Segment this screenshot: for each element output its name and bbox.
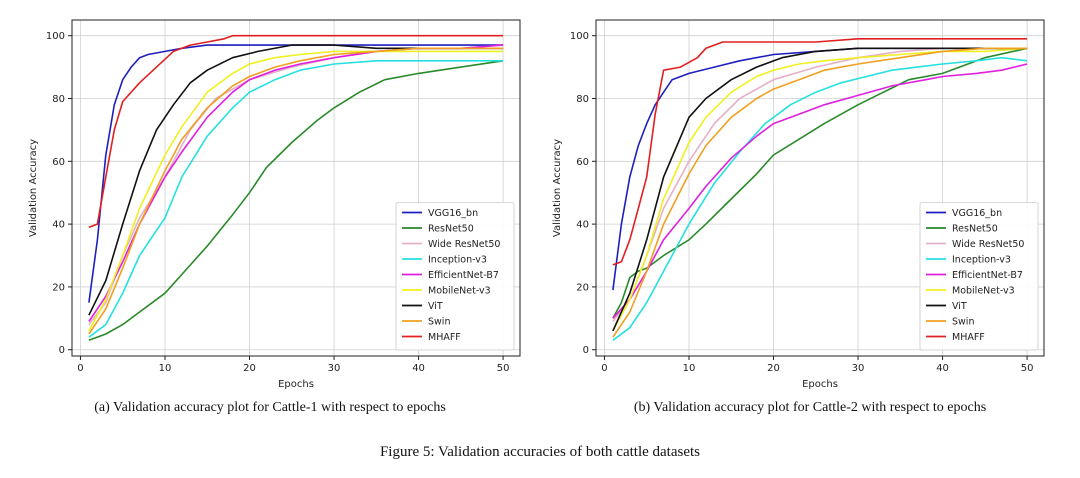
legend-label: EfficientNet-B7 (952, 270, 1023, 281)
x-axis-label: Epochs (802, 379, 838, 390)
x-tick-label: 30 (328, 363, 341, 374)
y-tick-label: 0 (59, 345, 65, 356)
legend-label: ViT (952, 301, 967, 312)
legend-label: Wide ResNet50 (428, 239, 500, 250)
y-tick-label: 0 (583, 345, 589, 356)
x-tick-label: 10 (683, 363, 696, 374)
x-tick-label: 40 (412, 363, 425, 374)
y-tick-label: 40 (576, 220, 589, 231)
series-line-mobilenet-v3 (612, 47, 1028, 332)
series-line-mhaff (88, 34, 504, 229)
legend-box (395, 202, 515, 351)
x-tick-label: 20 (243, 363, 256, 374)
legend-label: VGG16_bn (952, 208, 1002, 219)
chart-panel-cattle-2: 0 10 20 30 40 50 0 20 40 60 80 100 Epochs Validation … (540, 0, 1080, 400)
caption-cattle-2: (b) Validation accuracy plot for Cattle-… (633, 400, 987, 415)
legend-label: MobileNet-v3 (952, 286, 1015, 297)
legend-label: Swin (428, 317, 450, 328)
figure-caption: Figure 5: Validation accuracies of both … (379, 444, 701, 460)
x-tick-label: 30 (852, 363, 865, 374)
x-tick-label: 50 (497, 363, 510, 374)
x-tick-label: 20 (767, 363, 780, 374)
series-line-resnet50 (88, 60, 504, 342)
x-tick-label: 0 (601, 363, 607, 374)
legend-label: ResNet50 (428, 224, 474, 235)
legend-label: Wide ResNet50 (952, 239, 1024, 250)
legend-label: MHAFF (428, 332, 461, 343)
chart-panel-cattle-1: 0 10 20 30 40 50 0 20 40 60 80 100 Epochs Validation … (0, 0, 540, 400)
plot-frame (595, 19, 1045, 357)
x-axis-label: Epochs (278, 379, 314, 390)
legend-label: Inception-v3 (952, 255, 1011, 266)
legend-label: Inception-v3 (428, 255, 487, 266)
y-tick-label: 20 (52, 282, 65, 293)
plot-frame (71, 19, 521, 357)
y-tick-label: 60 (52, 157, 65, 168)
y-tick-label: 60 (576, 157, 589, 168)
legend-label: VGG16_bn (428, 208, 478, 219)
legend-box (919, 202, 1039, 351)
chart-cattle-1: 0 10 20 30 40 50 0 20 40 60 80 100 Epochs Validation … (28, 19, 521, 390)
x-tick-label: 50 (1021, 363, 1034, 374)
series-line-resnet50 (612, 47, 1028, 319)
series-line-mhaff (612, 38, 1028, 266)
y-axis-label: Validation Accuracy (552, 139, 563, 237)
series-line-vit (612, 47, 1028, 332)
x-tick-label: 10 (159, 363, 172, 374)
series-line-efficientnet-b7 (612, 63, 1028, 319)
y-tick-label: 80 (52, 94, 65, 105)
legend: VGG16_bn ResNet50 Wide ResNet50 Inception-v… (919, 202, 1039, 351)
caption-cattle-1: (a) Validation accuracy plot for Cattle-… (94, 400, 446, 415)
legend: VGG16_bn ResNet50 Wide ResNet50 Inception-v… (395, 202, 515, 351)
y-tick-label: 20 (576, 282, 589, 293)
y-axis-label: Validation Accuracy (28, 139, 39, 237)
legend-label: Swin (952, 317, 974, 328)
legend-label: MobileNet-v3 (428, 286, 491, 297)
series-line-inception-v3 (612, 56, 1028, 341)
series-line-swin (612, 47, 1028, 338)
y-tick-label: 100 (570, 31, 589, 42)
series-line-vit (88, 44, 504, 316)
legend-label: MHAFF (952, 332, 985, 343)
x-tick-label: 0 (77, 363, 83, 374)
chart-cattle-2: 0 10 20 30 40 50 0 20 40 60 80 100 Epochs Validation … (552, 19, 1045, 390)
series-line-swin (88, 47, 504, 335)
y-tick-label: 40 (52, 220, 65, 231)
series-line-inception-v3 (88, 60, 504, 338)
series-line-mobilenet-v3 (88, 50, 504, 332)
legend-label: EfficientNet-B7 (428, 270, 499, 281)
legend-label: ResNet50 (952, 224, 998, 235)
y-tick-label: 80 (576, 94, 589, 105)
y-tick-label: 100 (46, 31, 65, 42)
x-tick-label: 40 (936, 363, 949, 374)
legend-label: ViT (428, 301, 443, 312)
